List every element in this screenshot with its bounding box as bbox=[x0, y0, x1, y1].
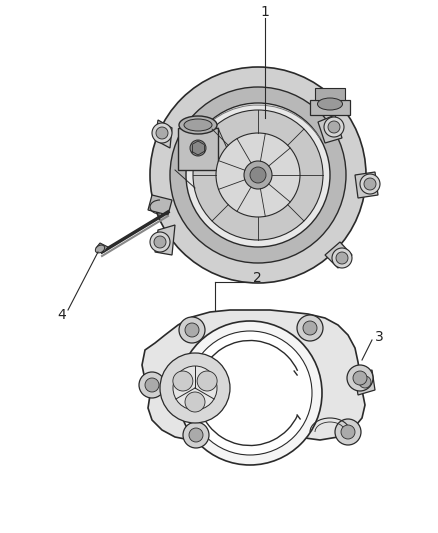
Circle shape bbox=[347, 365, 373, 391]
Polygon shape bbox=[155, 120, 172, 148]
Circle shape bbox=[152, 123, 172, 143]
Circle shape bbox=[250, 167, 266, 183]
Text: 2: 2 bbox=[253, 271, 262, 285]
Ellipse shape bbox=[184, 119, 212, 131]
Circle shape bbox=[297, 315, 323, 341]
Circle shape bbox=[179, 317, 205, 343]
Text: 3: 3 bbox=[375, 330, 384, 344]
Polygon shape bbox=[355, 172, 378, 198]
Circle shape bbox=[364, 178, 376, 190]
Polygon shape bbox=[96, 243, 108, 252]
Circle shape bbox=[193, 110, 323, 240]
Ellipse shape bbox=[318, 98, 343, 110]
Polygon shape bbox=[325, 242, 352, 268]
Circle shape bbox=[216, 133, 300, 217]
Text: 1: 1 bbox=[261, 5, 269, 19]
Polygon shape bbox=[318, 115, 342, 143]
Ellipse shape bbox=[179, 116, 217, 134]
Circle shape bbox=[244, 161, 272, 189]
Circle shape bbox=[190, 140, 206, 156]
Text: 4: 4 bbox=[58, 308, 67, 322]
Circle shape bbox=[160, 353, 230, 423]
Circle shape bbox=[173, 366, 217, 410]
Circle shape bbox=[332, 248, 352, 268]
Circle shape bbox=[185, 323, 199, 337]
Circle shape bbox=[303, 321, 317, 335]
Circle shape bbox=[154, 236, 166, 248]
Polygon shape bbox=[310, 100, 350, 115]
Circle shape bbox=[336, 252, 348, 264]
Circle shape bbox=[353, 371, 367, 385]
Polygon shape bbox=[155, 225, 175, 255]
Circle shape bbox=[156, 127, 168, 139]
Circle shape bbox=[360, 174, 380, 194]
Circle shape bbox=[173, 371, 193, 391]
Polygon shape bbox=[315, 88, 345, 100]
Circle shape bbox=[178, 321, 322, 465]
Ellipse shape bbox=[95, 245, 105, 253]
Circle shape bbox=[185, 392, 205, 412]
Circle shape bbox=[324, 117, 344, 137]
Circle shape bbox=[341, 425, 355, 439]
Circle shape bbox=[139, 372, 165, 398]
Circle shape bbox=[150, 232, 170, 252]
Polygon shape bbox=[178, 128, 218, 170]
Circle shape bbox=[359, 376, 371, 388]
Circle shape bbox=[328, 121, 340, 133]
Circle shape bbox=[197, 371, 217, 391]
Circle shape bbox=[188, 331, 312, 455]
Polygon shape bbox=[165, 120, 362, 256]
Circle shape bbox=[186, 103, 330, 247]
Circle shape bbox=[170, 87, 346, 263]
Circle shape bbox=[183, 422, 209, 448]
Polygon shape bbox=[148, 195, 172, 215]
Polygon shape bbox=[355, 370, 375, 395]
Circle shape bbox=[335, 419, 361, 445]
Circle shape bbox=[150, 67, 366, 283]
Circle shape bbox=[189, 428, 203, 442]
Polygon shape bbox=[142, 310, 365, 440]
Circle shape bbox=[145, 378, 159, 392]
